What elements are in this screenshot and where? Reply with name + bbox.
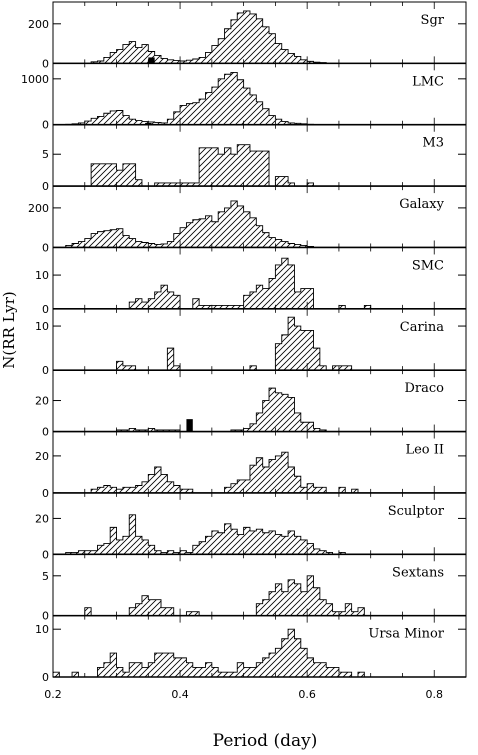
y-tick-label: 0 <box>42 241 49 254</box>
panel-ursa-minor: 0 10 Ursa Minor <box>35 615 467 684</box>
panel-sextans: 0 5 Sextans <box>42 553 467 623</box>
panel-label: SMC <box>412 258 444 273</box>
histogram-bars <box>65 200 314 248</box>
histogram-bars <box>65 514 346 555</box>
panel-smc: 0 10 SMC <box>35 246 467 316</box>
y-tick-label: 200 <box>28 202 49 215</box>
y-tick-label: 0 <box>42 303 49 316</box>
y-tick-label: 0 <box>42 57 49 70</box>
y-tick-label: 20 <box>35 450 49 463</box>
y-tick-label: 10 <box>35 269 49 282</box>
y-tick-label: 200 <box>28 18 49 31</box>
y-tick-label: 0 <box>42 426 49 439</box>
panel-label: Leo II <box>405 443 444 458</box>
y-tick-label: 0 <box>42 180 49 193</box>
histogram-bars <box>90 451 365 494</box>
histogram-bars <box>52 628 371 678</box>
histogram-bars <box>84 575 365 617</box>
panel-frame <box>52 615 467 678</box>
y-tick-label: 10 <box>35 320 49 333</box>
y-tick-label: 0 <box>42 364 49 377</box>
histogram-bars <box>90 144 314 187</box>
histogram-bars <box>97 387 339 432</box>
histogram-bars <box>116 316 371 371</box>
x-tick-label: 0.8 <box>425 688 443 701</box>
histogram-bars <box>128 257 372 310</box>
panel-lmc: 0 1000 LMC <box>21 62 467 132</box>
panel-sgr: 0 200 Sgr <box>28 1 467 70</box>
panel-label: Sgr <box>421 13 445 28</box>
y-tick-label: 0 <box>42 487 49 500</box>
panel-draco: 0 20 Draco <box>35 369 467 439</box>
x-axis: 0.2 0.4 0.6 0.8 <box>44 688 443 701</box>
panel-leo-ii: 0 20 Leo II <box>35 431 467 500</box>
y-tick-label: 10 <box>35 623 49 636</box>
y-tick-label: 5 <box>42 570 49 583</box>
y-tick-label: 1000 <box>21 73 49 86</box>
y-tick-label: 0 <box>42 671 49 684</box>
panel-label: Ursa Minor <box>368 627 444 642</box>
x-tick-label: 0.4 <box>171 688 189 701</box>
panel-label: Carina <box>400 320 444 335</box>
panel-label: M3 <box>422 136 444 151</box>
panel-label: Sculptor <box>388 504 445 519</box>
highlight-bin <box>186 419 193 432</box>
y-tick-label: 20 <box>35 512 49 525</box>
y-tick-label: 0 <box>42 119 49 132</box>
y-tick-label: 20 <box>35 395 49 408</box>
panel-label: Galaxy <box>399 197 444 212</box>
panel-label: Sextans <box>392 565 444 580</box>
y-tick-label: 5 <box>42 148 49 161</box>
y-tick-label: 0 <box>42 610 49 623</box>
panel-m3: 0 5 M3 <box>42 124 467 193</box>
panel-label: LMC <box>412 74 444 89</box>
histogram-bars <box>90 10 327 64</box>
y-tick-label: 0 <box>42 548 49 561</box>
panel-carina: 0 10 Carina <box>35 308 467 377</box>
panel-sculptor: 0 20 Sculptor <box>35 492 467 561</box>
panel-galaxy: 0 200 Galaxy <box>28 185 467 254</box>
x-axis-label: Period (day) <box>213 731 318 751</box>
panel-label: Draco <box>405 381 445 396</box>
highlight-bin <box>148 57 155 64</box>
x-tick-label: 0.2 <box>44 688 62 701</box>
x-tick-label: 0.6 <box>298 688 316 701</box>
histogram-bars <box>65 71 314 126</box>
panel-frame <box>52 308 467 371</box>
y-axis-label: N(RR Lyr) <box>0 291 18 369</box>
